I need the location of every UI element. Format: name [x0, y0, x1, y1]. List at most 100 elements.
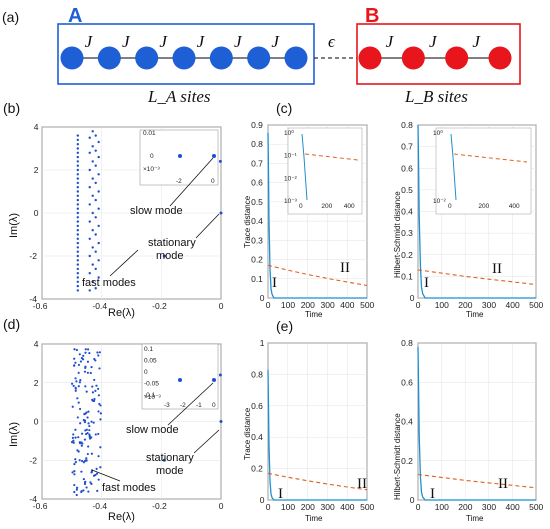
plot-c-left-label-II: II — [340, 260, 350, 276]
eigenvalue-point — [88, 272, 91, 275]
eigenvalue-point — [83, 421, 87, 424]
series-line-II — [417, 473, 537, 489]
eigenvalue-point — [96, 489, 99, 492]
annot-stationary-mode-2: mode — [156, 250, 184, 262]
ytick-label: 0.2 — [251, 255, 263, 265]
xtick-label: 400 — [506, 300, 520, 310]
eigenvalue-point — [94, 389, 97, 393]
eigenvalue-point — [90, 420, 93, 423]
eigenvalue-point — [85, 428, 88, 431]
eigenvalue-point — [82, 358, 85, 361]
eigenvalue-point — [84, 366, 87, 370]
eigenvalue-point — [97, 478, 100, 481]
ytick-label: -2 — [29, 251, 37, 261]
xtick-label: 400 — [340, 502, 354, 512]
inset-ytick: 10⁻³ — [284, 198, 298, 205]
eigenvalue-point — [93, 378, 96, 382]
eigenvalue-point — [88, 151, 91, 154]
plot-c-left-inset — [287, 127, 363, 215]
xtick-label: 300 — [482, 502, 496, 512]
panel-label-b: (b) — [3, 100, 20, 116]
eigenvalue-point — [76, 160, 80, 163]
site-b-4 — [488, 46, 512, 70]
eigenvalue-point — [73, 463, 76, 466]
eigenvalue-point — [93, 357, 96, 361]
arrow-d-fast-modes — [91, 469, 121, 482]
eigenvalue-point — [218, 373, 222, 377]
plot-c-right-inset-content: 10⁰ 10⁻²0 200 400 — [433, 129, 528, 210]
xtick-label: 0 — [219, 301, 224, 311]
eigenvalue-point — [91, 194, 94, 197]
eigenvalue-point — [95, 467, 98, 470]
eigenvalue-point — [74, 436, 77, 439]
ytick-label: 0.6 — [251, 178, 263, 188]
ytick-label: -4 — [29, 494, 37, 504]
site-a-2 — [97, 46, 121, 70]
eigenvalue-point — [81, 459, 84, 463]
chain-b-label: B — [365, 5, 379, 27]
xtick-label: 0 — [266, 300, 271, 310]
plot-d-ylabel: Im(λ) — [8, 422, 20, 447]
inset-ytick: 10⁰ — [284, 129, 294, 137]
ytick-label: 0 — [410, 495, 415, 505]
eigenvalue-point — [90, 452, 93, 455]
eigenvalue-point — [97, 173, 100, 176]
plot-e-right-label-I: I — [430, 486, 435, 502]
eigenvalue-point — [74, 389, 77, 392]
chain-b-size-label: L_B sites — [404, 87, 468, 106]
eigenvalue-point — [97, 410, 100, 413]
eigenvalue-point — [89, 371, 92, 375]
eigenvalue-point — [82, 354, 85, 357]
eigenvalue-point — [97, 241, 100, 245]
inset-xtick: -2 — [180, 402, 186, 409]
coupling-a-6: J — [271, 32, 280, 51]
eigenvalue-point — [73, 490, 76, 494]
eigenvalue-point — [98, 367, 101, 370]
xtick-label: 300 — [482, 300, 496, 310]
eigenvalue-point — [78, 442, 82, 445]
inset-xtick: 0 — [448, 203, 452, 210]
eigenvalue-point — [75, 348, 79, 352]
eigenvalue-point — [76, 181, 80, 185]
eigenvalue-point — [97, 207, 100, 210]
inset-ytick: 10⁰ — [433, 129, 443, 137]
plot-c-right-lines — [417, 124, 537, 299]
xtick-label: 400 — [506, 502, 520, 512]
xtick-label: 200 — [458, 300, 472, 310]
plot-c-right-label-II: II — [492, 261, 502, 277]
site-a-1 — [60, 46, 84, 70]
plot-b-inset-xtick-m2: -2 — [176, 178, 182, 185]
plot-c-left-label-I: I — [272, 275, 277, 291]
ytick-label: 0.6 — [401, 377, 413, 387]
plot-e-right-ticks: 0 100 200 300 400 500 0 0.2 0.4 0.6 0.8 — [401, 338, 543, 512]
eigenvalue-point — [85, 457, 88, 460]
eigenvalue-point — [97, 354, 100, 357]
xtick-label: 200 — [458, 502, 472, 512]
eigenvalue-point — [91, 160, 94, 163]
eigenvalue-point — [76, 177, 80, 180]
eigenvalue-point — [76, 203, 80, 206]
eigenvalue-point — [88, 203, 91, 206]
eigenvalue-point — [94, 287, 97, 290]
plot-c-right-ylabel: Hilbert-Schmidt distance — [393, 191, 402, 278]
eigenvalue-point — [83, 481, 87, 484]
eigenvalue-point — [82, 477, 85, 481]
eigenvalue-point — [84, 348, 87, 351]
eigenvalue-point — [94, 233, 97, 236]
plot-d-ticks: -0.6 -0.4 -0.2 0 -4 -2 0 2 4 — [29, 339, 223, 511]
eigenvalue-point — [94, 149, 97, 152]
panel-d: (d) -0.6 -0.4 -0.2 0 -4 -2 0 2 4 Re(λ) Im(λ) 0.1… — [3, 316, 224, 523]
panel-label-c: (c) — [276, 100, 292, 116]
eigenvalue-point — [76, 168, 80, 172]
eigenvalue-point — [79, 422, 82, 425]
xtick-label: -0.6 — [33, 301, 48, 311]
eigenvalue-point — [97, 155, 100, 159]
eigenvalue-point — [91, 263, 94, 266]
eigenvalue-point — [86, 371, 89, 374]
site-b-3 — [445, 46, 469, 70]
eigenvalue-point — [99, 412, 102, 415]
eigenvalue-point — [72, 439, 75, 442]
eigenvalue-point — [97, 259, 100, 262]
eigenvalue-point — [76, 164, 80, 167]
inset-fast-line — [450, 133, 457, 201]
